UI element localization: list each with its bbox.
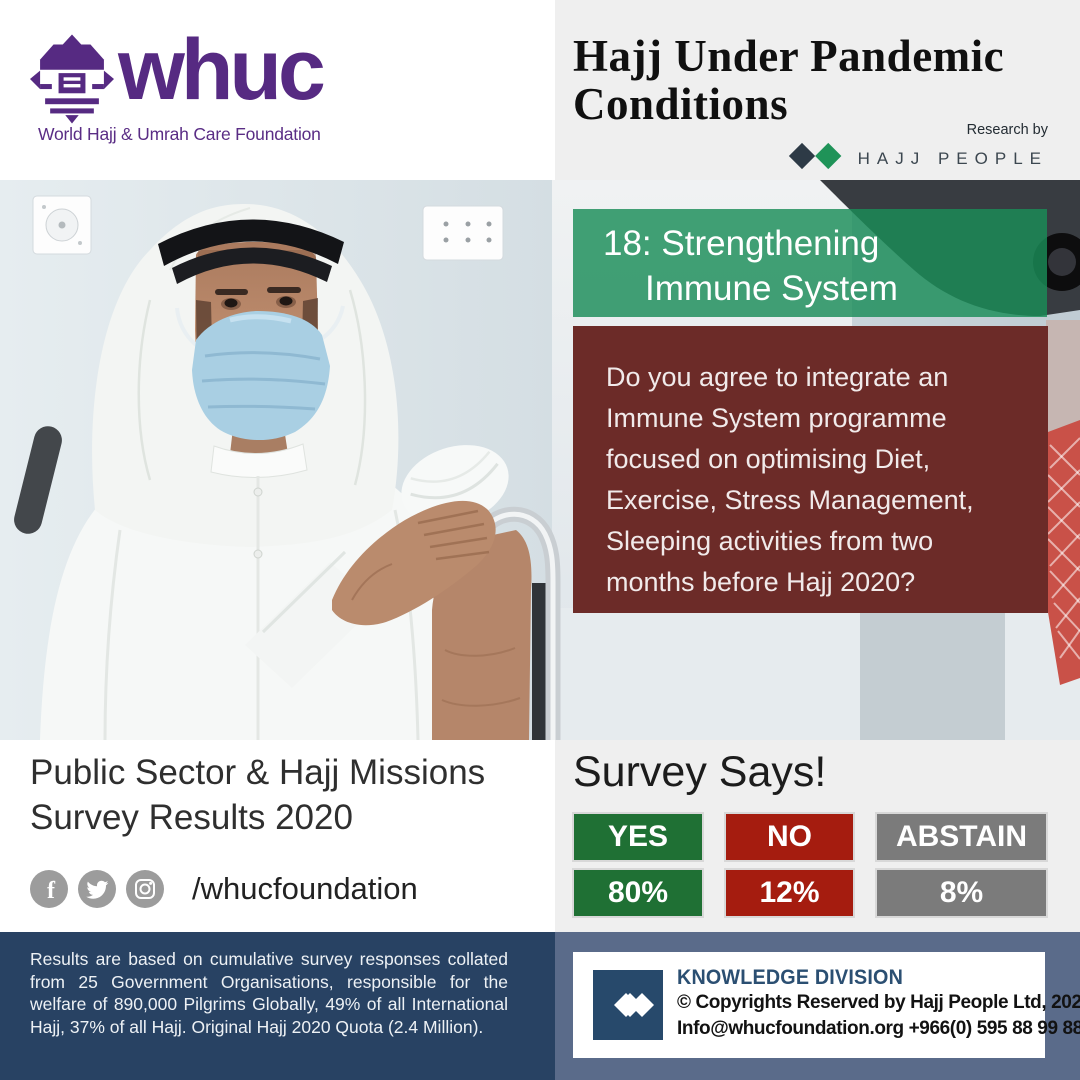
research-by-label: Research by bbox=[966, 122, 1048, 138]
poster-title-line1: Hajj Under Pandemic bbox=[573, 31, 1005, 81]
results-title: Public Sector & Hajj Missions Survey Res… bbox=[30, 750, 485, 840]
instagram-icon bbox=[126, 870, 164, 908]
question-body-box: Do you agree to integrate an Immune Syst… bbox=[573, 326, 1048, 613]
whuc-tagline: World Hajj & Umrah Care Foundation bbox=[38, 124, 321, 144]
question-heading-box: 18: Strengthening Immune System bbox=[573, 209, 1047, 317]
social-row: f /whucfoundation bbox=[30, 870, 418, 908]
whuc-logo-icon bbox=[30, 34, 114, 124]
copyright-line: © Copyrights Reserved by Hajj People Ltd… bbox=[677, 992, 1080, 1013]
contact-line: Info@whucfoundation.org +966(0) 595 88 9… bbox=[677, 1018, 1080, 1039]
question-heading-line1: 18: Strengthening bbox=[603, 224, 880, 263]
survey-option-abstain-label: ABSTAIN bbox=[875, 812, 1048, 862]
poster-title: Hajj Under Pandemic Conditions bbox=[573, 32, 1053, 128]
survey-heading: Survey Says! bbox=[573, 748, 827, 796]
social-handle: /whucfoundation bbox=[192, 871, 418, 906]
knowledge-division-title: KNOWLEDGE DIVISION bbox=[677, 966, 904, 989]
survey-option-no-value: 12% bbox=[724, 868, 855, 918]
question-heading-line2: Immune System bbox=[645, 269, 898, 308]
header-right-panel bbox=[555, 0, 1080, 180]
results-title-line2: Survey Results 2020 bbox=[30, 798, 353, 837]
header-left-panel bbox=[0, 0, 555, 180]
survey-option-no-label: NO bbox=[724, 812, 855, 862]
survey-option-abstain-value: 8% bbox=[875, 868, 1048, 918]
research-credit: Research by HAJJ PEOPLE bbox=[788, 122, 1048, 176]
poster-title-line2: Conditions bbox=[573, 79, 789, 129]
twitter-icon bbox=[78, 870, 116, 908]
survey-disclaimer: Results are based on cumulative survey r… bbox=[30, 949, 508, 1037]
results-title-line1: Public Sector & Hajj Missions bbox=[30, 753, 486, 792]
facebook-icon: f bbox=[30, 870, 68, 908]
hajj-people-diamonds-icon bbox=[788, 141, 846, 176]
svg-text:f: f bbox=[47, 878, 56, 904]
survey-option-yes-label: YES bbox=[572, 812, 704, 862]
footer-disclaimer-panel bbox=[0, 932, 555, 1080]
hajj-people-wordmark: HAJJ PEOPLE bbox=[857, 148, 1048, 168]
whuc-logo-wordmark: whuc bbox=[118, 22, 326, 118]
knowledge-division-icon bbox=[593, 970, 663, 1040]
survey-option-yes-value: 80% bbox=[572, 868, 704, 918]
